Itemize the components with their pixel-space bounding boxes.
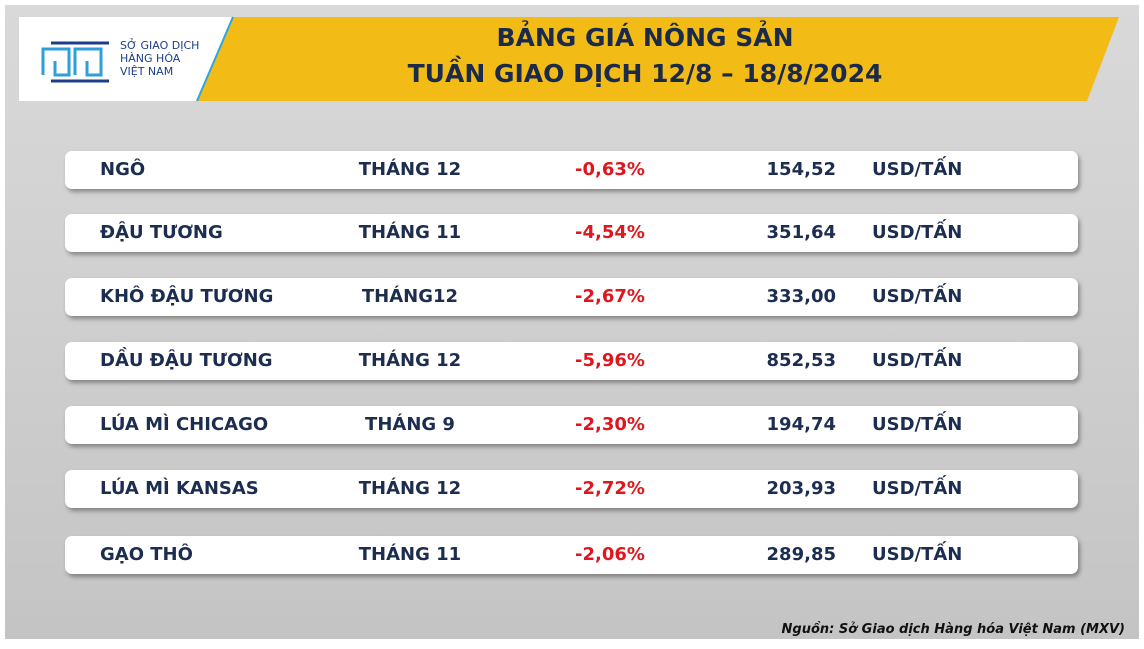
change: -0,63% xyxy=(575,159,645,180)
table-row: GẠO THÔ THÁNG 11 -2,06% 289,85 USD/TẤN xyxy=(65,536,1078,574)
table-row: LÚA MÌ CHICAGO THÁNG 9 -2,30% 194,74 USD/TẤN xyxy=(65,406,1078,444)
table-row: ĐẬU TƯƠNG THÁNG 11 -4,54% 351,64 USD/TẤN xyxy=(65,214,1078,252)
contract-month: THÁNG 11 xyxy=(358,544,462,565)
contract-month: THÁNG 12 xyxy=(358,350,462,371)
unit: USD/TẤN xyxy=(872,286,963,307)
commodity: LÚA MÌ CHICAGO xyxy=(100,414,269,435)
commodity: LÚA MÌ KANSAS xyxy=(100,478,259,499)
unit: USD/TẤN xyxy=(872,414,963,435)
unit: USD/TẤN xyxy=(872,350,963,371)
price: 852,53 xyxy=(766,350,836,371)
commodity: GẠO THÔ xyxy=(100,544,193,565)
source: Nguồn: Sở Giao dịch Hàng hóa Việt Nam (M… xyxy=(781,622,1125,637)
table-row: DẦU ĐẬU TƯƠNG THÁNG 12 -5,96% 852,53 USD/TẤN xyxy=(65,342,1078,380)
change: -2,30% xyxy=(575,414,645,435)
contract-month: THÁNG 12 xyxy=(358,159,462,180)
change: -2,67% xyxy=(575,286,645,307)
unit: USD/TẤN xyxy=(872,478,963,499)
logo-edge xyxy=(196,16,234,102)
commodity: KHÔ ĐẬU TƯƠNG xyxy=(100,286,274,307)
commodity: DẦU ĐẬU TƯƠNG xyxy=(100,350,273,371)
contract-month: THÁNG 9 xyxy=(365,414,455,435)
change: -2,72% xyxy=(575,478,645,499)
logo-line: SỞ GIAO DỊCH xyxy=(120,39,200,52)
subtitle: TUẦN GIAO DỊCH 12/8 – 18/8/2024 xyxy=(407,59,883,88)
title-band xyxy=(175,17,1119,101)
title: BẢNG GIÁ NÔNG SẢN xyxy=(496,23,794,52)
unit: USD/TẤN xyxy=(872,159,963,180)
logo-text: SỞ GIAO DỊCH HÀNG HÓA VIỆT NAM xyxy=(120,39,199,78)
logo-line: HÀNG HÓA xyxy=(120,52,181,65)
price: 154,52 xyxy=(766,159,836,180)
table-row: LÚA MÌ KANSAS THÁNG 12 -2,72% 203,93 USD/TẤN xyxy=(65,470,1078,508)
unit: USD/TẤN xyxy=(872,222,963,243)
logo-mark xyxy=(41,41,109,83)
commodity: ĐẬU TƯƠNG xyxy=(100,222,223,243)
price: 194,74 xyxy=(766,414,836,435)
unit: USD/TẤN xyxy=(872,544,963,565)
contract-month: THÁNG 12 xyxy=(358,478,462,499)
price: 333,00 xyxy=(766,286,836,307)
table-row: KHÔ ĐẬU TƯƠNG THÁNG12 -2,67% 333,00 USD/TẤN xyxy=(65,278,1078,316)
page: SỞ GIAO DỊCH HÀNG HÓA VIỆT NAM BẢNG GIÁ … xyxy=(5,5,1139,639)
header-banner xyxy=(19,16,1119,102)
change: -5,96% xyxy=(575,350,645,371)
commodity: NGÔ xyxy=(100,159,146,180)
price: 289,85 xyxy=(766,544,836,565)
table-row: NGÔ THÁNG 12 -0,63% 154,52 USD/TẤN xyxy=(65,151,1078,189)
contract-month: THÁNG12 xyxy=(361,286,459,307)
price: 351,64 xyxy=(766,222,836,243)
logo-line: VIỆT NAM xyxy=(120,65,174,78)
change: -4,54% xyxy=(575,222,645,243)
change: -2,06% xyxy=(575,544,645,565)
contract-month: THÁNG 11 xyxy=(358,222,462,243)
price: 203,93 xyxy=(766,478,836,499)
